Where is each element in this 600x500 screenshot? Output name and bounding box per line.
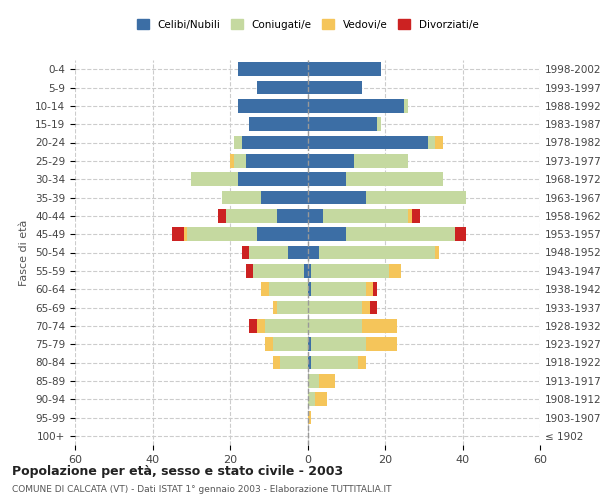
Bar	[308, 154, 354, 168]
Bar	[311, 282, 365, 296]
Bar	[288, 246, 308, 260]
Bar	[319, 246, 436, 260]
Bar	[308, 190, 365, 204]
Bar	[245, 264, 253, 278]
Bar	[389, 264, 401, 278]
Bar	[253, 264, 304, 278]
Bar	[311, 264, 389, 278]
Bar	[373, 282, 377, 296]
Bar	[370, 300, 377, 314]
Bar	[362, 319, 397, 332]
Bar	[234, 136, 242, 149]
Bar	[428, 136, 436, 149]
Bar	[412, 209, 420, 222]
Bar	[308, 228, 346, 241]
Bar	[265, 338, 272, 351]
Text: Popolazione per età, sesso e stato civile - 2003: Popolazione per età, sesso e stato civil…	[12, 465, 343, 478]
Bar	[308, 80, 362, 94]
Bar	[354, 154, 408, 168]
Bar	[408, 209, 412, 222]
Bar	[365, 338, 397, 351]
Bar	[311, 338, 365, 351]
Bar	[308, 209, 323, 222]
Bar	[277, 209, 308, 222]
Bar	[308, 136, 428, 149]
Bar	[308, 338, 311, 351]
Bar	[234, 154, 245, 168]
Bar	[250, 246, 288, 260]
Bar	[436, 136, 443, 149]
Bar	[404, 99, 408, 112]
Bar	[323, 209, 408, 222]
Bar	[238, 172, 308, 186]
Bar	[250, 319, 257, 332]
Bar	[311, 356, 358, 370]
Bar	[315, 392, 327, 406]
Bar	[308, 356, 311, 370]
Bar	[245, 154, 308, 168]
Bar	[358, 356, 365, 370]
Bar	[261, 190, 308, 204]
Bar	[272, 300, 277, 314]
Bar	[308, 172, 346, 186]
Bar	[261, 282, 269, 296]
Bar	[319, 374, 335, 388]
Bar	[308, 246, 319, 260]
Bar	[346, 228, 455, 241]
Y-axis label: Fasce di età: Fasce di età	[19, 220, 29, 286]
Bar	[308, 319, 362, 332]
Bar	[308, 410, 311, 424]
Bar	[272, 356, 280, 370]
Bar	[304, 264, 308, 278]
Bar	[272, 338, 308, 351]
Bar	[308, 62, 381, 76]
Bar	[242, 136, 308, 149]
Bar	[346, 172, 443, 186]
Bar	[257, 80, 308, 94]
Bar	[365, 282, 373, 296]
Bar	[218, 209, 226, 222]
Text: COMUNE DI CALCATA (VT) - Dati ISTAT 1° gennaio 2003 - Elaborazione TUTTITALIA.IT: COMUNE DI CALCATA (VT) - Dati ISTAT 1° g…	[12, 485, 392, 494]
Bar	[187, 228, 257, 241]
Bar	[455, 228, 466, 241]
Bar	[238, 99, 308, 112]
Bar	[238, 62, 308, 76]
Bar	[365, 190, 466, 204]
Bar	[230, 154, 234, 168]
Bar	[172, 228, 184, 241]
Bar	[222, 190, 261, 204]
Bar	[257, 319, 265, 332]
Bar	[308, 300, 362, 314]
Bar	[191, 172, 238, 186]
Bar	[308, 264, 311, 278]
Bar	[257, 228, 308, 241]
Bar	[308, 392, 315, 406]
Bar	[436, 246, 439, 260]
Bar	[308, 99, 404, 112]
Bar	[277, 300, 308, 314]
Bar	[184, 228, 187, 241]
Bar	[226, 209, 277, 222]
Bar	[308, 374, 319, 388]
Bar	[280, 356, 308, 370]
Bar	[250, 118, 308, 131]
Legend: Celibi/Nubili, Coniugati/e, Vedovi/e, Divorziati/e: Celibi/Nubili, Coniugati/e, Vedovi/e, Di…	[133, 15, 482, 34]
Bar	[308, 118, 377, 131]
Bar	[269, 282, 308, 296]
Bar	[362, 300, 370, 314]
Bar	[308, 282, 311, 296]
Bar	[377, 118, 381, 131]
Bar	[265, 319, 308, 332]
Bar	[242, 246, 250, 260]
